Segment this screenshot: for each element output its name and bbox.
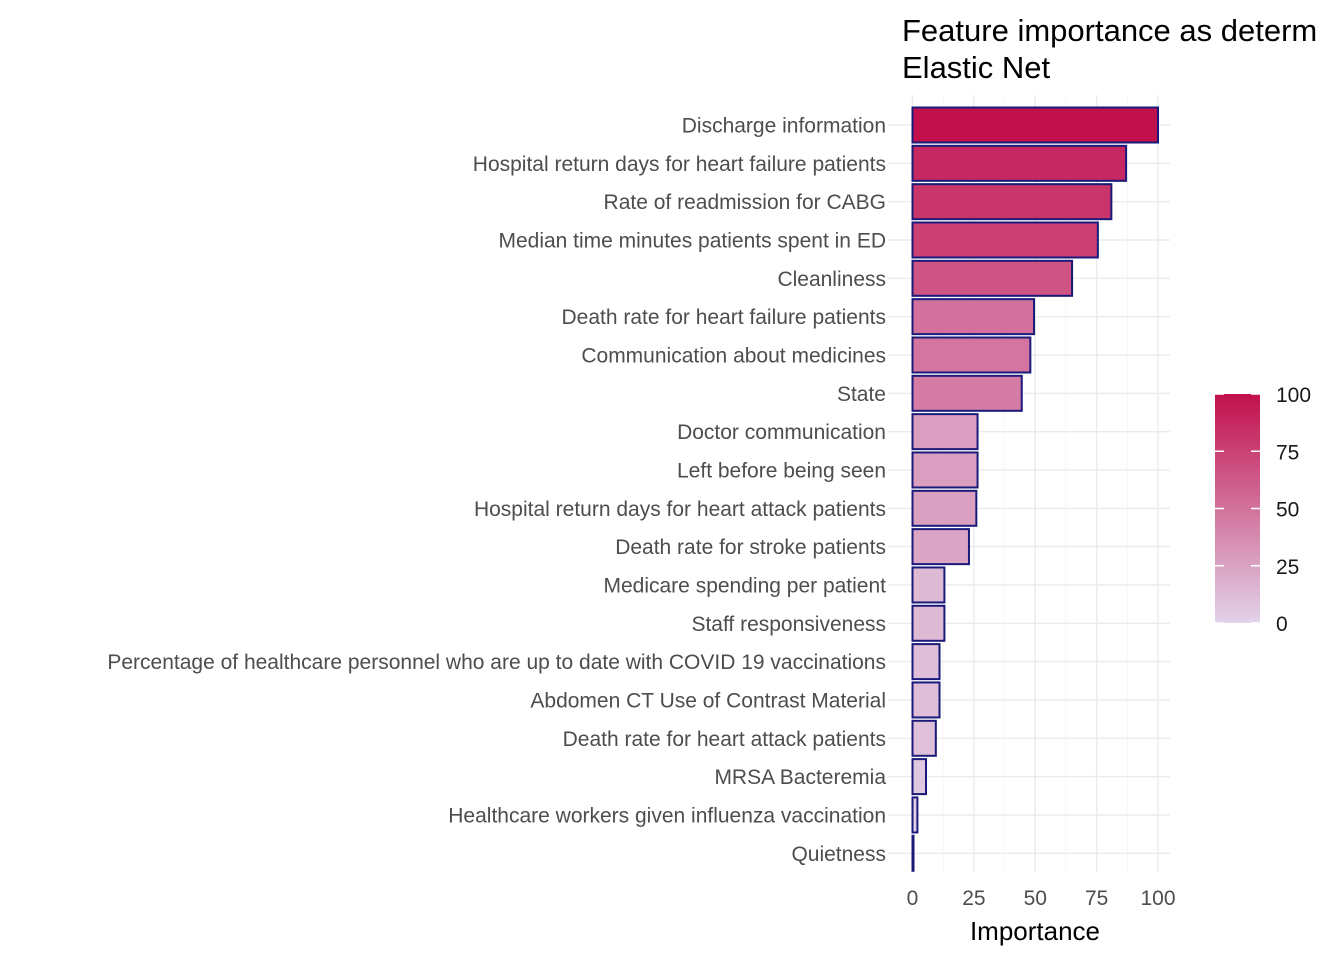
category-label: Death rate for heart failure patients: [561, 306, 886, 329]
category-label: Staff responsiveness: [691, 613, 886, 636]
bars: [911, 106, 1159, 872]
bar: [911, 374, 1023, 412]
bar: [911, 106, 1159, 144]
category-label: Abdomen CT Use of Contrast Material: [530, 689, 886, 712]
category-label: Median time minutes patients spent in ED: [498, 229, 886, 252]
bar: [911, 336, 1032, 374]
bar: [911, 528, 970, 566]
bar: [911, 298, 1036, 336]
category-labels: Discharge information Hospital return day…: [107, 115, 886, 866]
bar: [911, 489, 978, 527]
category-label: Medicare spending per patient: [603, 574, 886, 597]
bar: [911, 834, 915, 872]
category-label: Hospital return days for heart failure p…: [473, 153, 886, 176]
category-label: Percentage of healthcare personnel who a…: [107, 651, 886, 674]
bar: [911, 221, 1099, 259]
category-label: Quietness: [791, 843, 886, 866]
x-tick-label: 0: [907, 887, 919, 910]
bar: [911, 566, 946, 604]
bar: [911, 719, 937, 757]
category-label: Hospital return days for heart attack pa…: [474, 498, 886, 521]
category-label: Death rate for stroke patients: [615, 536, 886, 559]
category-label: Discharge information: [682, 115, 886, 138]
bar: [911, 259, 1074, 297]
bar: [911, 413, 979, 451]
legend-tick-label: 75: [1276, 441, 1299, 464]
x-tick-label: 75: [1085, 887, 1108, 910]
color-legend: 0 25 50 75 100: [1215, 384, 1311, 636]
bar: [911, 758, 928, 796]
bar: [911, 681, 941, 719]
category-label: Communication about medicines: [581, 344, 886, 367]
bar: [911, 604, 946, 642]
category-label: Death rate for heart attack patients: [563, 728, 886, 751]
x-axis-tick-labels: 0 25 50 75 100: [907, 887, 1176, 910]
bar: [911, 643, 941, 681]
category-label: Healthcare workers given influenza vacci…: [448, 804, 886, 827]
chart-title-line-1: Feature importance as determ: [902, 13, 1317, 48]
legend-ticks: 0 25 50 75 100: [1215, 384, 1311, 636]
legend-tick-label: 50: [1276, 499, 1299, 522]
bar: [911, 144, 1128, 182]
category-label: Left before being seen: [677, 459, 886, 482]
category-label: MRSA Bacteremia: [714, 766, 886, 789]
category-label: State: [837, 383, 886, 406]
bar: [911, 796, 919, 834]
bar: [911, 183, 1113, 221]
chart-title-line-2: Elastic Net: [902, 50, 1051, 85]
legend-tick-label: 0: [1276, 613, 1288, 636]
category-label: Doctor communication: [677, 421, 886, 444]
category-label: Cleanliness: [777, 268, 886, 291]
legend-tick-label: 100: [1276, 384, 1311, 407]
x-tick-label: 25: [962, 887, 985, 910]
bar: [911, 451, 979, 489]
legend-tick-label: 25: [1276, 556, 1299, 579]
category-label: Rate of readmission for CABG: [604, 191, 886, 214]
x-axis-title: Importance: [970, 916, 1100, 946]
x-tick-label: 50: [1024, 887, 1047, 910]
x-tick-label: 100: [1140, 887, 1175, 910]
